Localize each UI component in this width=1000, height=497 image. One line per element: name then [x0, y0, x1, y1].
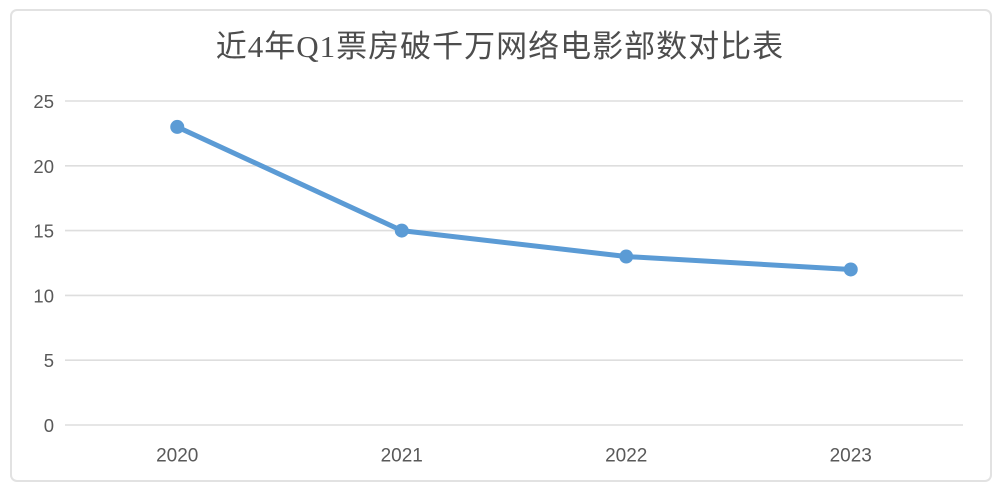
y-axis-tick-label: 5 [44, 350, 54, 371]
y-axis-tick-label: 15 [33, 221, 54, 242]
data-point-marker [394, 223, 409, 238]
x-axis-tick-label: 2020 [156, 446, 198, 467]
chart-title: 近4年Q1票房破千万网络电影部数对比表 [215, 29, 785, 64]
data-series-line [174, 124, 854, 272]
y-axis-tick-label: 10 [33, 285, 54, 306]
data-point-marker [170, 119, 185, 134]
y-axis-tick-label: 25 [33, 91, 54, 112]
x-axis-tick-label: 2023 [830, 446, 872, 467]
y-axis-tick-label: 20 [33, 156, 54, 177]
x-axis-tick-label: 2021 [381, 446, 423, 467]
data-point-marker [843, 262, 858, 277]
x-axis-tick-label: 2022 [605, 446, 647, 467]
chart-card [10, 9, 992, 482]
data-point-marker [619, 249, 634, 264]
y-axis-tick-label: 0 [44, 415, 54, 436]
